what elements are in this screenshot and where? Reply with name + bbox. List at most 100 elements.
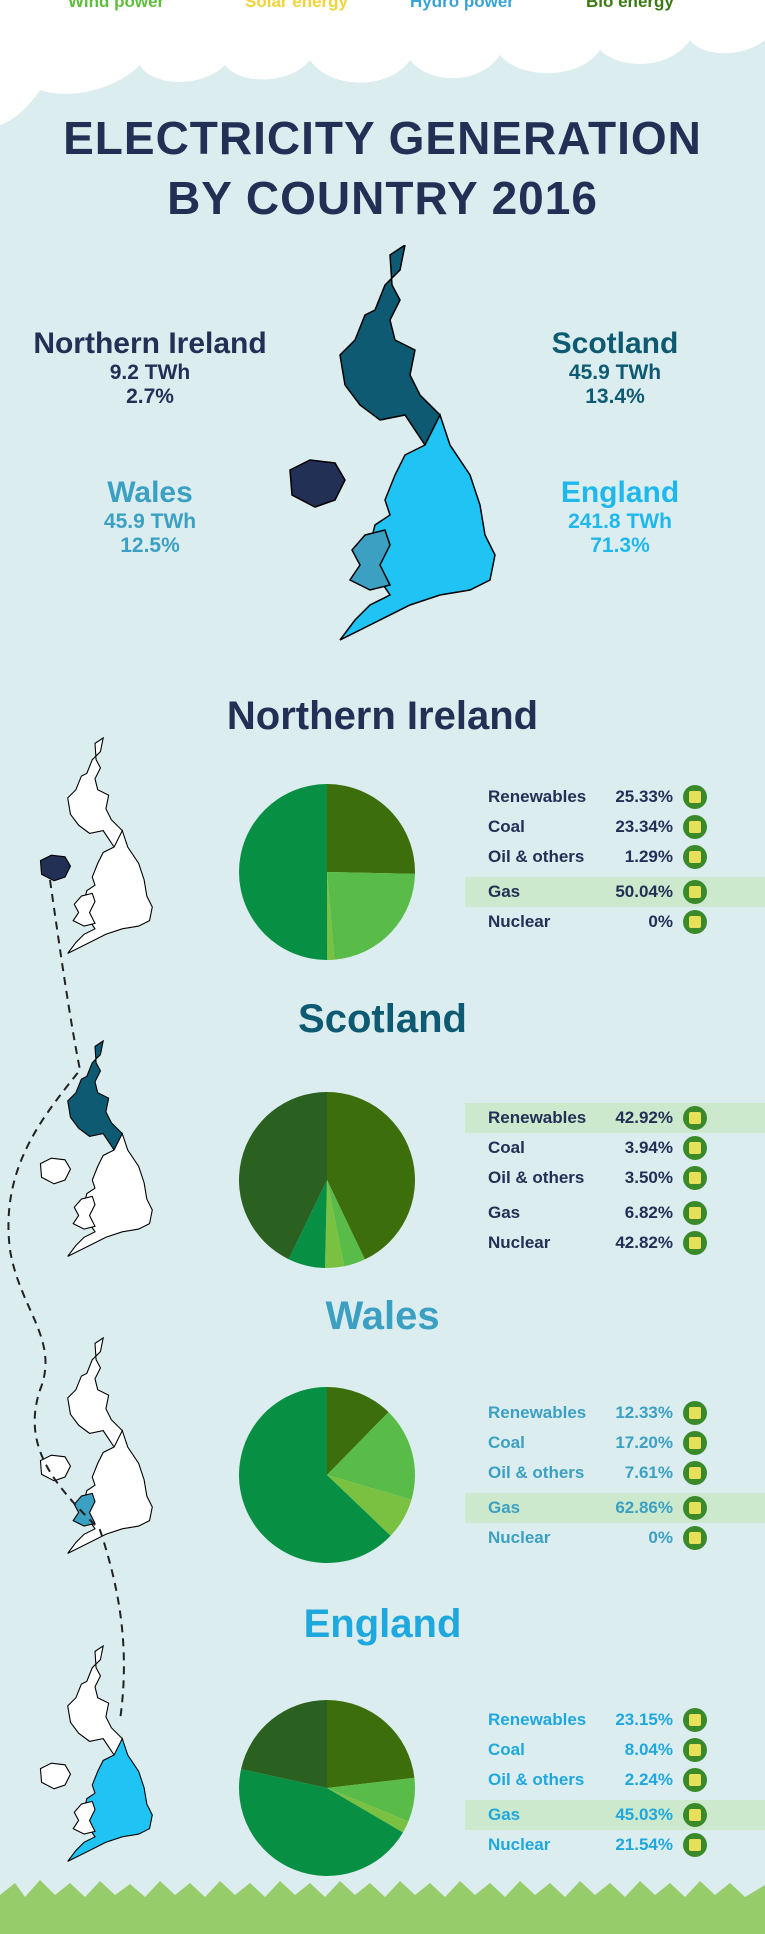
pie-slice-coal: [327, 1180, 365, 1267]
stat-label: Gas: [488, 1805, 521, 1824]
stat-value: 42.82%: [615, 1233, 673, 1252]
stat-row-nuclear: Nuclear 0%: [465, 907, 765, 937]
gas-icon: [683, 1496, 707, 1520]
mini-map-0: [39, 737, 153, 954]
stat-label: Nuclear: [488, 912, 551, 931]
pie-chart-1: [238, 1092, 416, 1268]
stat-label: Renewables: [488, 787, 587, 806]
stat-row-gas: Gas 62.86%: [465, 1493, 765, 1523]
stat-value: 0%: [648, 1528, 673, 1547]
overview-wales-twh: 45.9 TWh: [103, 510, 197, 533]
pie-slice-renewables: [327, 1092, 416, 1260]
northern-ireland-region: [289, 459, 346, 508]
renewables-icon: [683, 1106, 707, 1130]
overview-scotland-name: Scotland: [551, 327, 679, 360]
stat-label: Renewables: [488, 1710, 587, 1729]
overview-ni-pct: 2.7%: [126, 385, 174, 408]
stat-value: 62.86%: [615, 1498, 673, 1517]
overview-england: England 241.8 TWh 71.3%: [520, 476, 720, 558]
nuclear-icon: [683, 910, 707, 934]
stat-label: Renewables: [488, 1108, 587, 1127]
stat-row-oil-others: Oil & others 1.29%: [465, 842, 765, 872]
pie-slice-nuclear: [241, 1700, 327, 1788]
stat-row-nuclear: Nuclear 42.82%: [465, 1228, 765, 1258]
stat-row-gas: Gas 45.03%: [465, 1800, 765, 1830]
stat-label: Coal: [488, 817, 525, 836]
stat-label: Gas: [488, 1203, 521, 1222]
oil-others-icon: [683, 1166, 707, 1190]
overview-wales-name: Wales: [107, 476, 193, 509]
stat-row-oil-others: Oil & others 2.24%: [465, 1765, 765, 1795]
stat-row-oil-others: Oil & others 3.50%: [465, 1163, 765, 1193]
overview-scotland: Scotland 45.9 TWh 13.4%: [510, 327, 720, 409]
overview-scotland-pct: 13.4%: [585, 385, 645, 408]
cloud-header: [0, 0, 765, 125]
wales-region: [348, 529, 392, 591]
stat-value: 21.54%: [615, 1835, 673, 1854]
nuclear-icon: [683, 1526, 707, 1550]
stat-row-coal: Coal 3.94%: [465, 1133, 765, 1163]
stat-label: Oil & others: [488, 1168, 585, 1187]
legend-hydro-power: Hydro power: [410, 0, 514, 11]
renewables-icon: [683, 1401, 707, 1425]
highlight-band: [465, 1493, 765, 1523]
stat-value: 6.82%: [624, 1203, 673, 1222]
legend-wind-power: Wind power: [68, 0, 165, 11]
section-title-1: Scotland: [298, 997, 467, 1041]
pie-slice-oil-others: [327, 872, 335, 960]
stat-row-coal: Coal 8.04%: [465, 1735, 765, 1765]
pie-slice-renewables: [327, 1700, 415, 1788]
overview-england-name: England: [560, 476, 680, 509]
pie-slice-gas: [239, 1769, 403, 1876]
gas-icon: [683, 1803, 707, 1827]
stat-label: Nuclear: [488, 1233, 551, 1252]
page-title-line2: BY COUNTRY 2016: [167, 172, 598, 224]
stat-row-gas: Gas 6.82%: [465, 1198, 765, 1228]
pie-slice-gas: [288, 1180, 327, 1268]
stat-value: 8.04%: [624, 1740, 673, 1759]
nuclear-icon: [683, 1833, 707, 1857]
pie-chart-3: [239, 1700, 415, 1876]
stat-label: Oil & others: [488, 1463, 585, 1482]
pie-slice-oil-others: [327, 1788, 409, 1833]
stat-value: 45.03%: [615, 1805, 673, 1824]
legend-solar-energy: Solar energy: [245, 0, 348, 11]
overview-scotland-twh: 45.9 TWh: [568, 361, 662, 384]
stat-label: Nuclear: [488, 1528, 551, 1547]
stat-label: Gas: [488, 882, 521, 901]
stat-row-renewables: Renewables 23.15%: [465, 1705, 765, 1735]
renewables-icon: [683, 1708, 707, 1732]
overview-england-pct: 71.3%: [590, 534, 650, 557]
overview-england-twh: 241.8 TWh: [568, 510, 672, 533]
scotland-region: [339, 245, 441, 446]
pie-slice-oil-others: [325, 1180, 345, 1268]
renewables-icon: [683, 785, 707, 809]
stat-label: Coal: [488, 1740, 525, 1759]
stat-row-oil-others: Oil & others 7.61%: [465, 1458, 765, 1488]
overview-wales: Wales 45.9 TWh 12.5%: [60, 476, 240, 558]
stat-row-nuclear: Nuclear 21.54%: [465, 1830, 765, 1860]
oil-others-icon: [683, 845, 707, 869]
overview-wales-pct: 12.5%: [120, 534, 180, 557]
stat-row-gas: Gas 50.04%: [465, 877, 765, 907]
overview-ni-twh: 9.2 TWh: [109, 361, 191, 384]
overview-northern-ireland: Northern Ireland 9.2 TWh 2.7%: [10, 327, 290, 409]
stat-value: 3.50%: [624, 1168, 673, 1187]
pie-slice-gas: [239, 784, 328, 960]
coal-icon: [683, 1738, 707, 1762]
highlight-band: [465, 1103, 765, 1133]
pie-chart-2: [239, 1387, 415, 1563]
stat-value: 3.94%: [624, 1138, 673, 1157]
pie-slice-gas: [239, 1387, 391, 1563]
stat-value: 7.61%: [624, 1463, 673, 1482]
stat-label: Oil & others: [488, 1770, 585, 1789]
mini-map-1: [39, 1040, 153, 1257]
stat-label: Gas: [488, 1498, 521, 1517]
coal-icon: [683, 1431, 707, 1455]
stat-row-coal: Coal 23.34%: [465, 812, 765, 842]
pie-chart-0: [239, 784, 415, 960]
pie-slice-renewables: [327, 1387, 389, 1475]
pie-slice-renewables: [327, 784, 415, 874]
stat-value: 1.29%: [624, 847, 673, 866]
stat-value: 25.33%: [615, 787, 673, 806]
